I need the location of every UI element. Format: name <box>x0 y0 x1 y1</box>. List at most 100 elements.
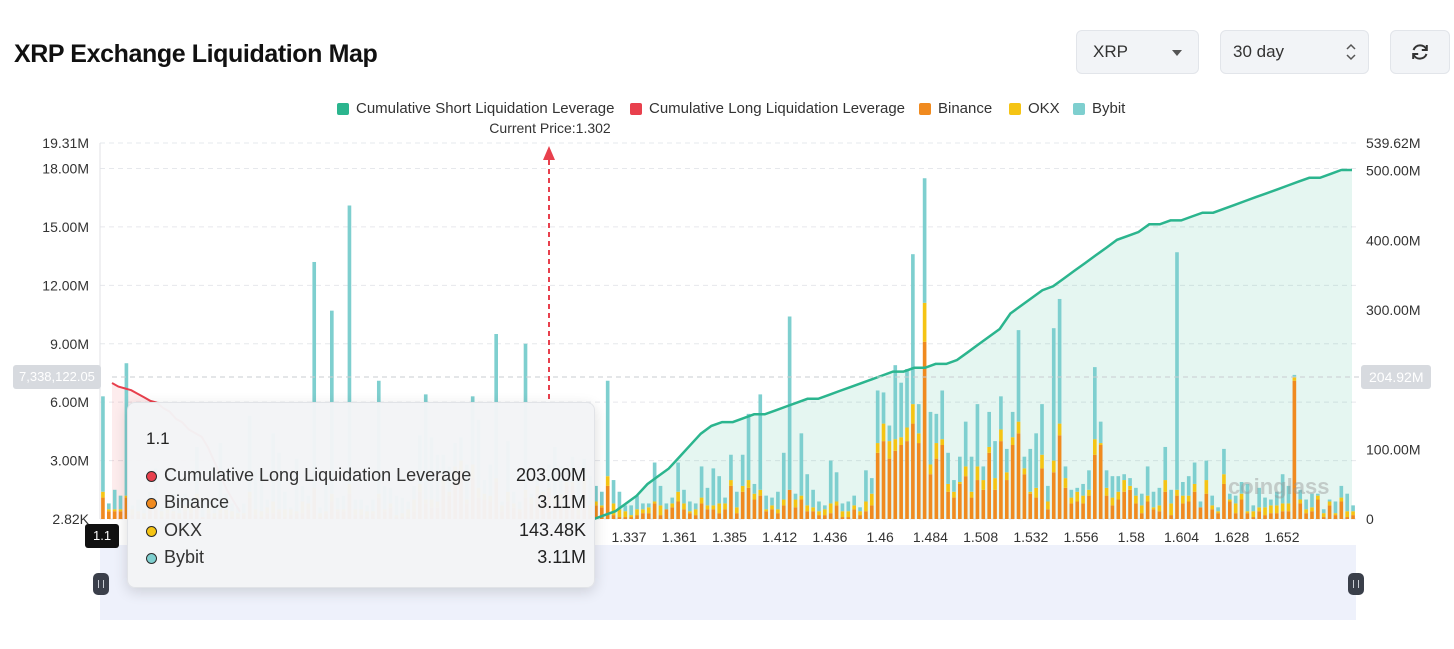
bar-binance <box>758 495 763 519</box>
bar-bybit <box>124 363 129 496</box>
bar-okx <box>869 493 874 506</box>
x-axis-tick-label: 1.361 <box>662 529 697 545</box>
tooltip-row-binance: Binance 3.11M <box>146 492 586 516</box>
bar-binance <box>1163 491 1168 519</box>
x-axis-tick-label: 1.412 <box>762 529 797 545</box>
bar-binance <box>682 509 686 519</box>
bar-bybit <box>981 466 986 481</box>
legend-item-okx[interactable]: OKX <box>1009 100 1060 117</box>
tooltip-label-long: Cumulative Long Liquidation Leverage <box>164 465 472 485</box>
legend-label-long: Cumulative Long Liquidation Leverage <box>649 100 906 117</box>
bar-binance <box>1192 491 1197 519</box>
zoom-handle-left[interactable] <box>93 573 109 595</box>
watermark: coinglass <box>1228 474 1330 499</box>
bar-binance <box>787 489 792 519</box>
bar-binance <box>969 497 974 519</box>
bar-okx <box>594 501 598 506</box>
legend-item-long[interactable]: Cumulative Long Liquidation Leverage <box>630 100 905 117</box>
bar-binance <box>106 511 111 519</box>
bar-okx <box>922 302 927 342</box>
legend-item-bybit[interactable]: Bybit <box>1073 100 1125 117</box>
bar-okx <box>1280 503 1285 512</box>
bar-okx <box>1010 437 1015 446</box>
bar-binance <box>1046 509 1050 519</box>
current-price-label: Current Price:1.302 <box>489 120 611 136</box>
bar-okx <box>887 441 892 459</box>
bar-bybit <box>1098 421 1103 444</box>
bar-okx <box>1157 505 1162 512</box>
bar-binance <box>112 511 117 519</box>
bar-okx <box>617 509 622 518</box>
bar-bybit <box>605 380 610 477</box>
bar-binance <box>1175 495 1179 519</box>
bar-binance <box>793 507 798 519</box>
bar-bybit <box>1298 489 1303 500</box>
bar-bybit <box>858 507 862 512</box>
bar-binance <box>1204 493 1209 519</box>
bar-binance <box>834 505 839 519</box>
bar-bybit <box>1145 466 1150 496</box>
x-axis-tick-label: 1.385 <box>712 529 747 545</box>
refresh-button[interactable] <box>1390 30 1450 74</box>
bar-bybit <box>1198 501 1203 508</box>
bar-bybit <box>864 470 868 502</box>
tooltip-title: 1.1 <box>146 429 170 448</box>
bar-bybit <box>1163 446 1168 481</box>
bar-bybit <box>347 205 352 484</box>
bar-bybit <box>594 485 598 502</box>
bar-binance <box>1227 501 1232 519</box>
bar-bybit <box>1316 493 1320 496</box>
crosshair-right-value: 204.92M <box>1361 365 1432 389</box>
bar-okx <box>723 503 727 510</box>
bar-binance <box>1075 501 1080 519</box>
bar-binance <box>729 485 733 519</box>
bar-binance <box>811 511 815 519</box>
bar-okx <box>652 501 657 504</box>
bar-okx <box>958 482 962 484</box>
up-down-arrows-icon <box>1346 43 1356 61</box>
bar-bybit <box>922 178 927 303</box>
bar-okx <box>969 491 974 498</box>
bar-okx <box>911 404 915 424</box>
bar-okx <box>1163 480 1168 492</box>
bar-binance <box>993 489 997 519</box>
bar-okx <box>1181 495 1185 504</box>
x-axis-tick-label: 1.46 <box>867 529 894 545</box>
bar-okx <box>805 505 810 512</box>
bar-okx <box>963 466 968 477</box>
legend-item-short[interactable]: Cumulative Short Liquidation Leverage <box>337 100 615 117</box>
legend-item-binance[interactable]: Binance <box>919 100 992 117</box>
bar-okx <box>1210 505 1215 510</box>
bar-binance <box>922 341 927 519</box>
bar-binance <box>1274 513 1279 519</box>
bar-bybit <box>1286 485 1291 504</box>
bar-bybit <box>776 491 780 510</box>
bar-binance <box>1181 503 1185 519</box>
bar-binance <box>1251 517 1256 519</box>
bar-binance <box>1210 509 1215 519</box>
bar-bybit <box>1257 487 1261 508</box>
bar-okx <box>1093 439 1097 455</box>
range-select[interactable]: 30 day <box>1220 30 1369 74</box>
bar-binance <box>1040 468 1044 519</box>
bar-okx <box>770 505 774 510</box>
zoom-handle-right[interactable] <box>1348 573 1364 595</box>
coin-select[interactable]: XRP <box>1076 30 1199 74</box>
tooltip-value-okx: 143.48K <box>518 520 586 540</box>
current-price-arrow <box>543 146 555 160</box>
bar-okx <box>1186 495 1191 502</box>
bar-binance <box>1087 495 1091 519</box>
bar-binance <box>1139 513 1144 519</box>
bar-binance <box>1145 501 1150 519</box>
legend-label-okx: OKX <box>1028 100 1060 117</box>
bar-okx <box>1345 511 1350 518</box>
bar-okx <box>717 503 722 514</box>
bar-okx <box>118 509 123 512</box>
bar-bybit <box>1210 495 1215 506</box>
bar-binance <box>799 499 804 519</box>
bar-bybit <box>999 396 1003 430</box>
bar-okx <box>899 437 903 446</box>
bar-binance <box>1316 499 1320 519</box>
bar-okx <box>1327 501 1332 506</box>
bar-okx <box>1227 499 1232 502</box>
